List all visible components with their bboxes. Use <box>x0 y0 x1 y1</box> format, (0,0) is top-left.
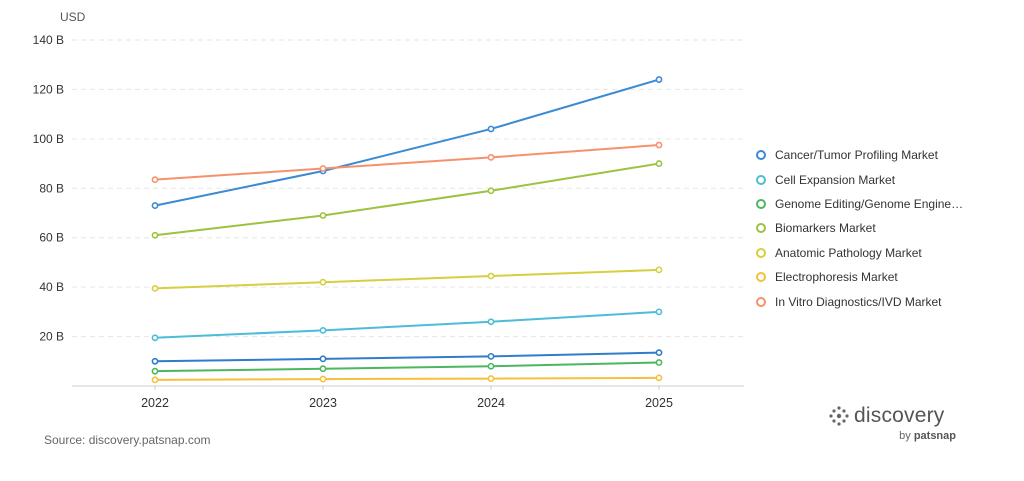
data-point <box>488 364 493 369</box>
legend-marker-icon <box>756 150 766 160</box>
data-point <box>488 354 493 359</box>
series-line <box>155 80 659 206</box>
legend-label: Biomarkers Market <box>775 221 876 235</box>
data-point <box>488 126 493 131</box>
data-point <box>656 309 661 314</box>
x-tick-label: 2023 <box>309 396 337 410</box>
series-line <box>155 353 659 362</box>
data-point <box>488 273 493 278</box>
chart-legend: Cancer/Tumor Profiling Market Cell Expans… <box>756 143 963 314</box>
data-point <box>656 375 661 380</box>
data-point <box>320 213 325 218</box>
legend-marker-icon <box>756 248 766 258</box>
series-line <box>155 378 659 380</box>
legend-item[interactable]: Genome Editing/Genome Engine… <box>756 192 963 216</box>
legend-label: Genome Editing/Genome Engine… <box>775 197 963 211</box>
data-point <box>152 359 157 364</box>
series-line <box>155 363 659 372</box>
legend-item[interactable]: Cancer/Tumor Profiling Market <box>756 143 963 167</box>
legend-item[interactable]: Electrophoresis Market <box>756 265 963 289</box>
series-line <box>155 270 659 289</box>
data-point <box>152 377 157 382</box>
data-point <box>656 350 661 355</box>
series-line <box>155 312 659 338</box>
data-point <box>488 155 493 160</box>
data-point <box>656 77 661 82</box>
data-point <box>152 233 157 238</box>
data-point <box>488 188 493 193</box>
legend-marker-icon <box>756 199 766 209</box>
data-point <box>320 280 325 285</box>
brand-subtitle: by patsnap <box>899 430 956 442</box>
data-point <box>320 366 325 371</box>
y-tick-label: 80 B <box>39 181 64 195</box>
brand-by: by <box>899 430 911 442</box>
legend-marker-icon <box>756 175 766 185</box>
brand-logo: discovery by patsnap <box>828 404 958 448</box>
legend-label: In Vitro Diagnostics/IVD Market <box>775 295 942 309</box>
legend-marker-icon <box>756 272 766 282</box>
legend-label: Cell Expansion Market <box>775 173 895 187</box>
x-tick-label: 2025 <box>645 396 673 410</box>
data-point <box>320 328 325 333</box>
legend-label: Electrophoresis Market <box>775 270 898 284</box>
y-tick-label: 20 B <box>39 330 64 344</box>
legend-item[interactable]: Anatomic Pathology Market <box>756 241 963 265</box>
y-tick-label: 120 B <box>33 82 64 96</box>
data-point <box>320 356 325 361</box>
legend-label: Cancer/Tumor Profiling Market <box>775 148 938 162</box>
x-tick-label: 2022 <box>141 396 169 410</box>
brand-name: discovery <box>854 404 945 428</box>
data-point <box>152 335 157 340</box>
discovery-logo-icon <box>828 405 850 427</box>
legend-label: Anatomic Pathology Market <box>775 246 922 260</box>
data-point <box>488 319 493 324</box>
y-tick-label: 140 B <box>33 33 64 47</box>
legend-item[interactable]: Cell Expansion Market <box>756 167 963 191</box>
data-point <box>656 267 661 272</box>
legend-item[interactable]: In Vitro Diagnostics/IVD Market <box>756 289 963 313</box>
data-point <box>656 360 661 365</box>
data-point <box>320 376 325 381</box>
data-point <box>488 376 493 381</box>
data-point <box>152 286 157 291</box>
data-point <box>320 166 325 171</box>
legend-marker-icon <box>756 223 766 233</box>
source-note: Source: discovery.patsnap.com <box>44 433 211 447</box>
y-axis-unit: USD <box>60 10 86 24</box>
data-point <box>152 369 157 374</box>
y-tick-label: 100 B <box>33 132 64 146</box>
data-point <box>656 161 661 166</box>
data-point <box>656 142 661 147</box>
data-point <box>152 177 157 182</box>
y-tick-label: 40 B <box>39 280 64 294</box>
data-point <box>152 203 157 208</box>
y-tick-label: 60 B <box>39 231 64 245</box>
brand-company: patsnap <box>914 430 956 442</box>
legend-marker-icon <box>756 297 766 307</box>
x-tick-label: 2024 <box>477 396 505 410</box>
legend-item[interactable]: Biomarkers Market <box>756 216 963 240</box>
